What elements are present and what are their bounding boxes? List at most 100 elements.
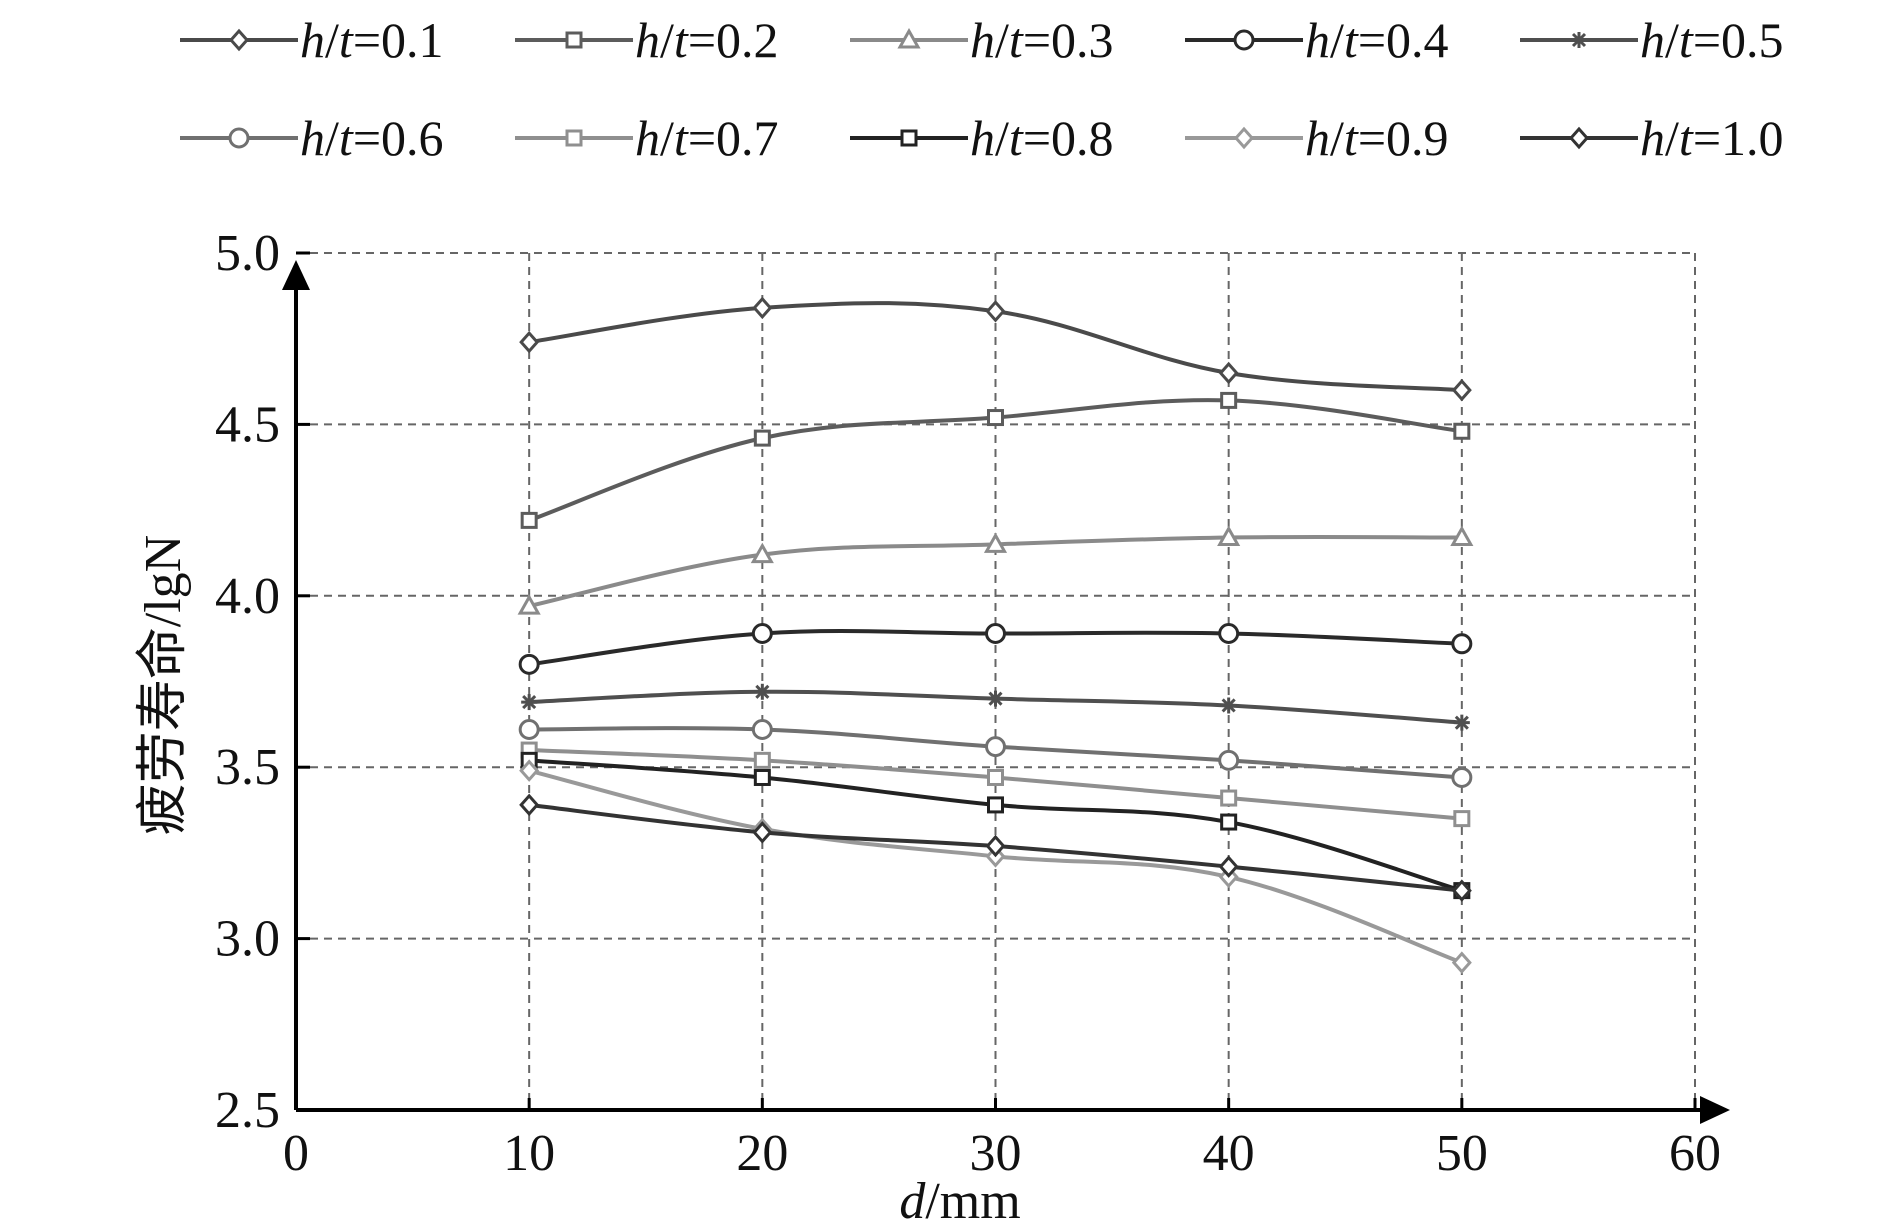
- x-tick-label: 60: [1669, 1125, 1721, 1182]
- legend-item: h/t=0.1: [180, 12, 444, 68]
- data-point: [752, 296, 773, 320]
- legend-marker: [1571, 32, 1587, 48]
- data-point: [1451, 378, 1472, 402]
- legend-label: h/t=0.5: [1640, 12, 1784, 68]
- data-point: [987, 690, 1004, 707]
- data-point: [519, 793, 540, 817]
- legend-marker: [1568, 126, 1590, 150]
- data-point: [1453, 422, 1471, 440]
- series-h/t=0.6: [518, 718, 1473, 788]
- data-point: [985, 736, 1006, 758]
- legend-marker: [565, 129, 583, 147]
- x-tick-label: 40: [1203, 1125, 1255, 1182]
- x-axis-arrow: [1700, 1096, 1730, 1124]
- x-tick-label: 0: [283, 1125, 309, 1182]
- data-point: [518, 653, 540, 675]
- grid: [296, 252, 1696, 1110]
- data-point: [1218, 749, 1240, 771]
- series-h/t=0.3: [517, 525, 1474, 615]
- legend-item: h/t=0.6: [180, 110, 444, 166]
- data-point: [1218, 855, 1239, 878]
- legend-item: h/t=1.0: [1520, 110, 1784, 166]
- data-point: [1451, 633, 1473, 655]
- legend-label: h/t=0.6: [300, 110, 444, 166]
- data-point: [754, 683, 771, 700]
- legend-item: h/t=0.8: [850, 110, 1114, 166]
- x-tick-label: 10: [503, 1125, 555, 1182]
- legend-marker: [1233, 29, 1255, 51]
- data-point: [519, 759, 540, 782]
- legend-marker: [897, 27, 921, 49]
- data-point: [1453, 810, 1471, 828]
- y-tick-label: 4.5: [215, 396, 280, 453]
- legend-marker: [900, 129, 918, 147]
- data-point: [1450, 525, 1474, 547]
- series-h/t=1.0: [519, 793, 1472, 902]
- data-point: [1218, 361, 1239, 385]
- data-point: [987, 796, 1004, 814]
- legend-label: h/t=0.7: [635, 110, 779, 166]
- series-h/t=0.5: [521, 683, 1470, 731]
- y-tick-label: 3.0: [215, 911, 280, 968]
- legend-label: h/t=0.3: [970, 12, 1114, 68]
- y-axis-arrow: [282, 260, 310, 290]
- data-point: [750, 542, 774, 564]
- legend-item: h/t=0.3: [850, 12, 1114, 68]
- data-point: [520, 511, 538, 529]
- data-point: [521, 694, 538, 711]
- series-h/t=0.7: [520, 741, 1471, 828]
- legend-marker: [228, 127, 250, 149]
- series-group: [517, 296, 1474, 974]
- data-point: [987, 768, 1004, 786]
- y-tick-label: 2.5: [215, 1082, 280, 1139]
- legend-item: h/t=0.5: [1520, 12, 1784, 68]
- data-point: [1451, 766, 1473, 788]
- legend-label: h/t=0.4: [1305, 12, 1449, 68]
- series-h/t=0.2: [520, 391, 1471, 529]
- legend-label: h/t=0.8: [970, 110, 1114, 166]
- legend-marker: [565, 31, 583, 49]
- data-point: [985, 623, 1006, 645]
- data-point: [753, 751, 771, 769]
- data-point: [751, 718, 773, 740]
- x-tick-label: 50: [1436, 1125, 1488, 1182]
- data-point: [1451, 951, 1472, 974]
- y-tick-label: 5.0: [215, 225, 280, 282]
- data-point: [1220, 697, 1237, 714]
- data-point: [519, 330, 540, 354]
- data-point: [517, 594, 541, 615]
- x-axis-title-unit: /mm: [925, 1173, 1020, 1225]
- legend-label: h/t=1.0: [1640, 110, 1784, 166]
- data-point: [753, 429, 771, 447]
- legend: h/t=0.1 h/t=0.2 h/t=0.3 h/t=0.4 h/t=0.5 h/t=0…: [180, 12, 1784, 166]
- y-tick-label: 4.0: [215, 568, 280, 625]
- data-point: [985, 834, 1006, 858]
- x-tick-label: 30: [970, 1125, 1022, 1182]
- data-point: [1453, 714, 1470, 731]
- x-axis-title-var: d: [899, 1173, 926, 1225]
- data-point: [1451, 879, 1472, 902]
- data-point: [1220, 789, 1238, 807]
- series-h/t=0.4: [518, 623, 1473, 675]
- legend-label: h/t=0.2: [635, 12, 779, 68]
- legend-label: h/t=0.1: [300, 12, 444, 68]
- legend-marker: [228, 28, 250, 52]
- data-point: [752, 821, 773, 844]
- y-axis-title: 疲劳寿命/lgN: [134, 535, 192, 835]
- legend-item: h/t=0.9: [1185, 110, 1449, 166]
- x-tick-label: 20: [736, 1125, 788, 1182]
- data-point: [985, 300, 1006, 323]
- data-point: [987, 409, 1004, 427]
- series-h/t=0.1: [519, 296, 1472, 402]
- legend-item: h/t=0.4: [1185, 12, 1449, 68]
- tick-labels: 0 10 20 30 40 50 60 2.5 3.0 3.5 4.0 4.5 5.0: [215, 225, 1721, 1182]
- data-point: [1220, 391, 1238, 409]
- data-point: [1220, 813, 1238, 831]
- legend-item: h/t=0.7: [515, 110, 779, 166]
- data-point: [1218, 623, 1240, 645]
- data-point: [518, 718, 540, 740]
- data-point: [983, 532, 1008, 553]
- data-point: [751, 623, 773, 645]
- x-axis-title: d/mm: [899, 1173, 1020, 1225]
- legend-item: h/t=0.2: [515, 12, 779, 68]
